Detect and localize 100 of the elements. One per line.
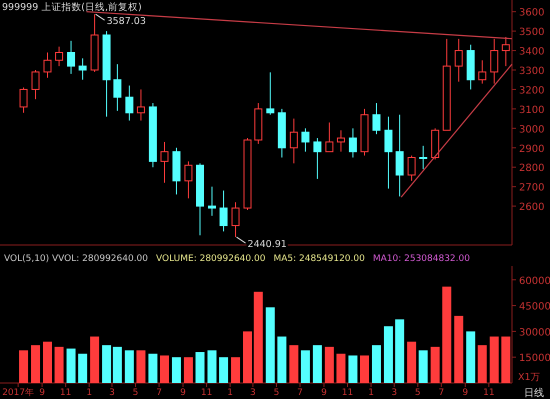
- candlestick: [125, 85, 134, 122]
- candlestick: [78, 58, 87, 80]
- bar: [102, 345, 112, 383]
- bar: [112, 346, 122, 383]
- y-tick-label: 45000: [519, 302, 550, 313]
- bar: [172, 357, 181, 383]
- bar: [243, 331, 252, 383]
- candlestick: [266, 72, 274, 116]
- bar: [312, 345, 322, 383]
- bar: [454, 316, 464, 383]
- x-tick-label: 9: [462, 388, 468, 398]
- x-tick-label: 7: [297, 388, 303, 398]
- text: MA5: 248549120.00: [273, 254, 366, 264]
- x-tick-label: 5: [132, 388, 138, 398]
- candlestick: [313, 138, 322, 180]
- bar: [360, 355, 369, 383]
- bar: [418, 350, 428, 383]
- candlestick: [55, 46, 64, 67]
- bar: [289, 345, 298, 383]
- candlestick: [301, 128, 310, 152]
- x-tick-label: 2017年: [2, 387, 34, 398]
- bar: [384, 326, 393, 383]
- x-tick-label: 11: [200, 388, 212, 398]
- x-tick-label: 9: [39, 388, 46, 398]
- candlestick: [220, 190, 228, 232]
- candlestick: [348, 128, 357, 158]
- bar: [124, 350, 134, 383]
- bar: [348, 355, 358, 383]
- candlestick: [502, 36, 510, 67]
- y-tick-label: 3000: [519, 124, 544, 136]
- y-tick-label: 3300: [519, 66, 544, 77]
- x-tick-label: 9: [180, 388, 186, 398]
- x-tick-label: 7: [156, 388, 162, 398]
- bar: [90, 336, 100, 383]
- bar: [300, 350, 310, 383]
- x-tick-label: 3: [109, 388, 115, 398]
- bar: [207, 350, 216, 383]
- text: VOL(5,10) VVOL: 280992640.00: [4, 254, 148, 264]
- x-tick-label: 1: [227, 388, 233, 398]
- candlestick: [32, 70, 40, 100]
- bar: [54, 346, 64, 383]
- annotation: 2440.91: [248, 239, 287, 250]
- candlestick: [67, 40, 76, 74]
- y-tick-label: 30000: [519, 327, 550, 338]
- bar: [42, 342, 52, 383]
- bar: [78, 354, 88, 383]
- candlestick: [43, 52, 52, 78]
- x-tick-label: 5: [274, 388, 280, 398]
- y-tick-label: 3600: [519, 8, 544, 19]
- bar: [478, 345, 487, 383]
- text: MA10: 253084832.00: [372, 254, 470, 264]
- chart-title: 999999 上证指数(日线,前复权): [2, 1, 142, 13]
- y-tick-label: 3500: [519, 27, 544, 38]
- x-tick-label: 5: [414, 388, 421, 398]
- bar: [148, 354, 158, 383]
- bar: [324, 346, 334, 383]
- candlestick: [208, 186, 216, 216]
- y-tick-label: 2800: [519, 163, 544, 174]
- candlestick: [419, 145, 428, 170]
- y-tick-label: 2600: [519, 202, 544, 214]
- candlestick: [478, 60, 486, 84]
- y-tick-label: 2900: [519, 144, 544, 155]
- bar: [490, 336, 499, 383]
- x-tick-label: 3: [391, 388, 398, 398]
- candlestick: [490, 38, 498, 84]
- bar: [395, 319, 404, 383]
- x-tick-label: 7: [438, 388, 444, 398]
- x-tick-label: 11: [60, 388, 72, 398]
- annotation: 3587.03: [106, 16, 146, 28]
- bar: [66, 348, 76, 383]
- bar: [372, 345, 381, 383]
- bar: [501, 336, 510, 383]
- candlestick: [290, 118, 298, 164]
- bar: [277, 336, 286, 383]
- text: VOLUME: 280992640.00: [156, 254, 266, 264]
- candlestick: [325, 122, 334, 152]
- y-tick-label: 3200: [519, 85, 544, 96]
- y-tick-label: 60000: [519, 276, 550, 287]
- x-tick-label: 11: [483, 388, 495, 398]
- bar: [136, 350, 146, 383]
- bar: [266, 307, 275, 383]
- y-tick-label: 3400: [519, 46, 544, 58]
- bar: [442, 286, 452, 383]
- candlestick: [372, 102, 380, 135]
- candlestick: [20, 87, 28, 114]
- candlestick: [232, 202, 240, 238]
- bar: [184, 357, 193, 383]
- x-tick-label: 3: [250, 388, 256, 398]
- x-tick-label: 1: [368, 388, 374, 398]
- candlestick: [184, 160, 192, 199]
- bar: [430, 346, 440, 383]
- bar: [31, 345, 40, 383]
- x-tick-label: 9: [321, 388, 328, 398]
- candlestick: [113, 64, 122, 112]
- candlestick: [136, 88, 145, 122]
- bar: [336, 354, 346, 383]
- candlestick: [336, 130, 345, 152]
- bar: [231, 357, 240, 383]
- bar: [466, 331, 476, 383]
- candlestick: [396, 114, 404, 197]
